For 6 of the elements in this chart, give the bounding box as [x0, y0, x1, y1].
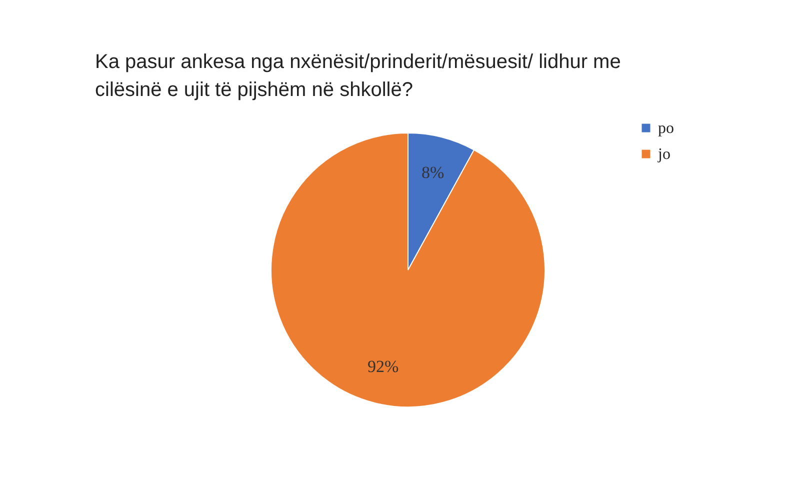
- legend-label: jo: [657, 146, 670, 163]
- legend-label: po: [658, 120, 674, 137]
- pie-slice: [270, 132, 546, 408]
- data-label: 92%: [368, 356, 399, 376]
- data-label: 8%: [422, 163, 444, 182]
- chart-title: Ka pasur ankesa nga nxënësit/prinderit/mësuesit/ lidhur me cilësinë e ujit të pijshëm në shkollë?: [95, 51, 621, 101]
